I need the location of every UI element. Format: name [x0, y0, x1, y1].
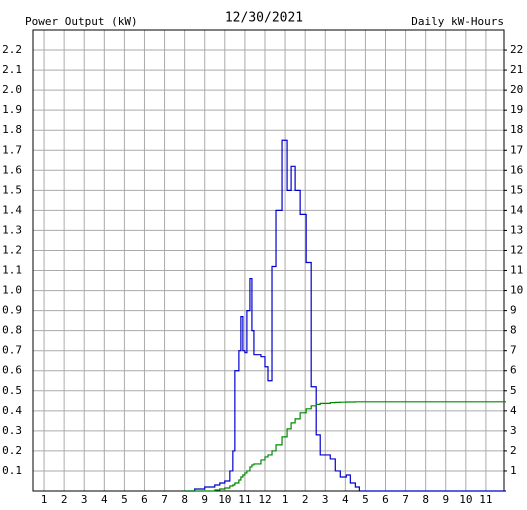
- x-tick-label: 10: [218, 493, 231, 506]
- y-tick-label: 0.8: [2, 324, 22, 337]
- y2-axis-label: Daily kW-Hours: [411, 15, 504, 28]
- y2-tick-label: 22: [510, 43, 523, 56]
- y2-tick-label: 17: [510, 143, 523, 156]
- x-tick-label: 5: [362, 493, 369, 506]
- plot-border: [32, 29, 505, 492]
- y-axis-label: Power Output (kW): [25, 15, 138, 28]
- x-tick-label: 4: [101, 493, 108, 506]
- y-tick-label: 0.9: [2, 304, 22, 317]
- y-tick-label: 0.4: [2, 404, 22, 417]
- x-tick-label: 3: [322, 493, 329, 506]
- chart-title: 12/30/2021: [225, 11, 303, 26]
- x-tick-label: 11: [479, 493, 492, 506]
- y2-tick-label: 9: [510, 304, 517, 317]
- x-tick-label: 6: [382, 493, 389, 506]
- x-tick-label: 8: [422, 493, 429, 506]
- x-tick-label: 7: [161, 493, 168, 506]
- y2-tick-label: 12: [510, 243, 523, 256]
- y2-tick-label: 16: [510, 163, 523, 176]
- x-tick-label: 9: [201, 493, 208, 506]
- x-tick-label: 3: [81, 493, 88, 506]
- y-tick-label: 2.0: [2, 83, 22, 96]
- y2-tick-label: 2: [510, 444, 517, 457]
- y2-tick-label: 1: [510, 464, 517, 477]
- x-tick-label: 1: [282, 493, 289, 506]
- y2-tick-label: 20: [510, 83, 523, 96]
- y2-tick-label: 6: [510, 364, 517, 377]
- y-tick-label: 2.2: [2, 43, 22, 56]
- y-tick-label: 1.1: [2, 264, 22, 277]
- x-tick-label: 10: [459, 493, 472, 506]
- x-tick-label: 11: [238, 493, 251, 506]
- y-tick-label: 1.2: [2, 243, 22, 256]
- y-tick-label: 1.3: [2, 223, 22, 236]
- y-tick-label: 1.5: [2, 183, 22, 196]
- y2-tick-label: 19: [510, 103, 523, 116]
- y2-tick-label: 13: [510, 223, 523, 236]
- x-tick-label: 6: [141, 493, 148, 506]
- y-tick-label: 1.4: [2, 203, 22, 216]
- y-tick-label: 1.9: [2, 103, 22, 116]
- x-tick-label: 2: [61, 493, 68, 506]
- x-tick-label: 7: [402, 493, 409, 506]
- y2-tick-label: 3: [510, 424, 517, 437]
- y-tick-label: 0.6: [2, 364, 22, 377]
- y2-tick-label: 11: [510, 264, 523, 277]
- y-tick-label: 1.0: [2, 284, 22, 297]
- y-tick-label: 1.7: [2, 143, 22, 156]
- y-tick-label: 0.3: [2, 424, 22, 437]
- x-tick-label: 5: [121, 493, 128, 506]
- y2-tick-label: 21: [510, 63, 523, 76]
- y2-tick-label: 7: [510, 344, 517, 357]
- y2-tick-label: 10: [510, 284, 523, 297]
- y-tick-label: 0.1: [2, 464, 22, 477]
- y-tick-label: 0.7: [2, 344, 22, 357]
- x-tick-label: 9: [442, 493, 449, 506]
- x-tick-label: 4: [342, 493, 349, 506]
- y2-tick-label: 4: [510, 404, 517, 417]
- y-tick-label: 1.8: [2, 123, 22, 136]
- x-tick-label: 1: [41, 493, 48, 506]
- y-tick-label: 0.5: [2, 384, 22, 397]
- y-tick-label: 0.2: [2, 444, 22, 457]
- y2-tick-label: 5: [510, 384, 517, 397]
- y2-tick-label: 8: [510, 324, 517, 337]
- series-line: [184, 401, 507, 492]
- y2-tick-label: 14: [510, 203, 524, 216]
- y2-tick-label: 18: [510, 123, 523, 136]
- y-tick-label: 2.1: [2, 63, 22, 76]
- y-tick-label: 1.6: [2, 163, 22, 176]
- series-line: [184, 139, 507, 492]
- x-tick-label: 8: [181, 493, 188, 506]
- x-tick-label: 12: [258, 493, 271, 506]
- y2-tick-label: 15: [510, 183, 523, 196]
- x-tick-label: 2: [302, 493, 309, 506]
